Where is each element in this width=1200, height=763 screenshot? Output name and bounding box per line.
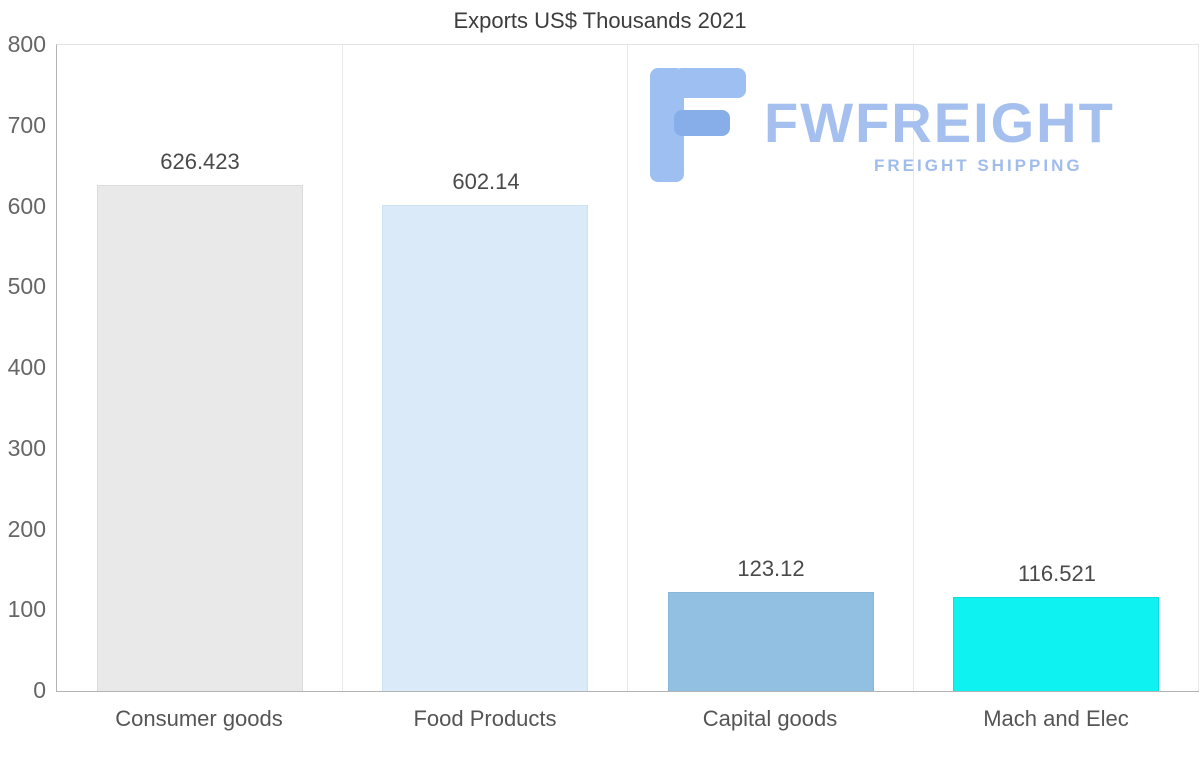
bar-value-label: 123.12 bbox=[737, 556, 805, 581]
y-tick-label: 0 bbox=[33, 677, 46, 703]
bar-mach-and-elec bbox=[953, 597, 1159, 691]
bar-value-label: 116.521 bbox=[1018, 561, 1096, 586]
fwfreight-logo-icon bbox=[650, 68, 746, 182]
category-label: Capital goods bbox=[702, 706, 838, 731]
y-tick-label: 500 bbox=[7, 273, 46, 299]
y-tick-label: 800 bbox=[7, 31, 46, 57]
y-tick-label: 400 bbox=[7, 354, 46, 380]
category-label: Mach and Elec bbox=[983, 706, 1129, 731]
gridline bbox=[627, 45, 628, 691]
y-tick-label: 300 bbox=[7, 435, 46, 461]
brand-tagline: FREIGHT SHIPPING bbox=[874, 156, 1083, 175]
fwfreight-watermark: FWFREIGHT FREIGHT SHIPPING bbox=[648, 66, 1148, 186]
gridline bbox=[913, 45, 914, 691]
bar-value-label: 602.14 bbox=[452, 169, 520, 194]
y-tick-label: 600 bbox=[7, 193, 46, 219]
bar-consumer-goods bbox=[97, 185, 303, 691]
gridline bbox=[342, 45, 343, 691]
category-label: Consumer goods bbox=[115, 706, 283, 731]
category-label: Food Products bbox=[413, 706, 557, 731]
brand-text: FWFREIGHT bbox=[764, 91, 1115, 154]
bar-capital-goods bbox=[668, 592, 874, 691]
y-tick-label: 700 bbox=[7, 112, 46, 138]
plot-area: 626.423 602.14 123.12 116.521 bbox=[56, 44, 1199, 692]
y-tick-label: 100 bbox=[7, 596, 46, 622]
bar-value-label: 626.423 bbox=[160, 149, 240, 174]
y-tick-label: 200 bbox=[7, 516, 46, 542]
chart-title: Exports US$ Thousands 2021 bbox=[453, 8, 747, 33]
gridline bbox=[1198, 45, 1199, 691]
bar-food-products bbox=[382, 205, 588, 691]
